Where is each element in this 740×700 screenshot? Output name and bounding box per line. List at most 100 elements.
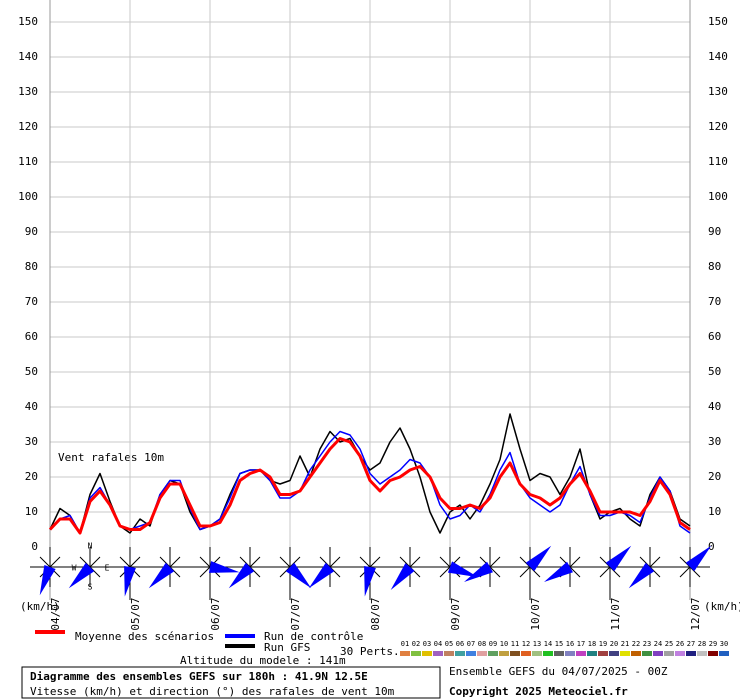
wind-wedge [285,562,312,589]
member-label: 29 [709,640,717,648]
y-tick-label: 20 [25,470,38,483]
y-tick-label: 100 [18,190,38,203]
copyright: Copyright 2025 Meteociel.fr [449,685,628,698]
y-tick-label-right: 30 [708,435,721,448]
y-tick-label-right: 50 [708,365,721,378]
member-label: 01 [401,640,409,648]
member-label: 20 [610,640,618,648]
run-info: Ensemble GEFS du 04/07/2025 - 00Z [449,665,668,678]
legend-label: Moyenne des scénarios [75,630,214,643]
member-swatch [686,651,696,656]
member-label: 12 [522,640,530,648]
legend-label: Run de contrôle [264,630,363,643]
y-tick-label-right: 90 [708,225,721,238]
altitude: Altitude du modele : 141m [180,654,346,667]
wind-wedge [364,565,376,597]
member-swatch [400,651,410,656]
y-tick-label: 50 [25,365,38,378]
y-tick-label-right: 60 [708,330,721,343]
member-label: 23 [643,640,651,648]
x-tick-label: 07/07 [289,597,302,630]
y-tick-label: 110 [18,155,38,168]
compass-label: W [72,564,77,573]
y-tick-label-right: 70 [708,295,721,308]
y-tick-label: 150 [18,15,38,28]
wind-wedge [447,561,479,578]
member-swatch [466,651,476,656]
y-tick-label-right: 120 [708,120,728,133]
wind-wedge [208,561,240,573]
member-label: 16 [566,640,574,648]
y-unit-right: (km/h) [704,600,740,613]
y-tick-label-right: 80 [708,260,721,273]
member-swatch [532,651,542,656]
compass-label: E [105,564,110,573]
member-label: 15 [555,640,563,648]
y-tick-label: 70 [25,295,38,308]
member-label: 19 [599,640,607,648]
wind-wedge [308,562,335,589]
y-tick-label-right: 100 [708,190,728,203]
title: Diagramme des ensembles GEFS sur 180h : … [30,670,368,683]
y-unit-left: (km/h) [20,600,60,613]
y-tick-label: 120 [18,120,38,133]
member-label: 18 [588,640,596,648]
member-swatch [433,651,443,656]
compass-label: S [88,583,93,592]
member-swatch [719,651,729,656]
wind-wedge [39,564,56,596]
member-label: 22 [632,640,640,648]
member-label: 04 [434,640,442,648]
y-tick-label-right: 20 [708,470,721,483]
x-tick-label: 06/07 [209,597,222,630]
y-tick-label-right: 40 [708,400,721,413]
member-label: 02 [412,640,420,648]
y-tick-label: 0 [31,540,38,553]
member-label: 08 [478,640,486,648]
y-tick-label-right: 130 [708,85,728,98]
member-swatch [598,651,608,656]
member-swatch [565,651,575,656]
member-swatch [620,651,630,656]
member-swatch [499,651,509,656]
member-swatch [609,651,619,656]
member-label: 05 [445,640,453,648]
member-label: 28 [698,640,706,648]
y-tick-label-right: 0 [708,540,715,553]
member-label: 27 [687,640,695,648]
wind-wedge [68,562,95,589]
member-swatch [653,651,663,656]
member-label: 06 [456,640,464,648]
wind-wedge [124,565,136,597]
member-label: 14 [544,640,552,648]
y-tick-label: 130 [18,85,38,98]
title-box [21,666,441,699]
member-swatch [708,651,718,656]
members-label: 30 Perts. [340,645,400,658]
member-swatch [697,651,707,656]
wind-wedge [685,545,712,572]
x-tick-label: 10/07 [529,597,542,630]
y-tick-label: 30 [25,435,38,448]
y-tick-label: 80 [25,260,38,273]
member-label: 21 [621,640,629,648]
wind-wedge [148,562,175,589]
x-tick-label: 08/07 [369,597,382,630]
member-label: 26 [676,640,684,648]
member-swatch [488,651,498,656]
member-swatch [675,651,685,656]
wind-wedge [544,561,573,582]
x-tick-label: 12/07 [689,597,702,630]
x-tick-label: 05/07 [129,597,142,630]
member-label: 09 [489,640,497,648]
wind-wedge [228,562,255,589]
member-swatch [477,651,487,656]
member-swatch [444,651,454,656]
member-swatch [576,651,586,656]
member-swatch [510,651,520,656]
y-tick-label: 10 [25,505,38,518]
legend-label: Run GFS [264,641,310,654]
member-label: 07 [467,640,475,648]
member-label: 13 [533,640,541,648]
x-tick-label: 11/07 [609,597,622,630]
